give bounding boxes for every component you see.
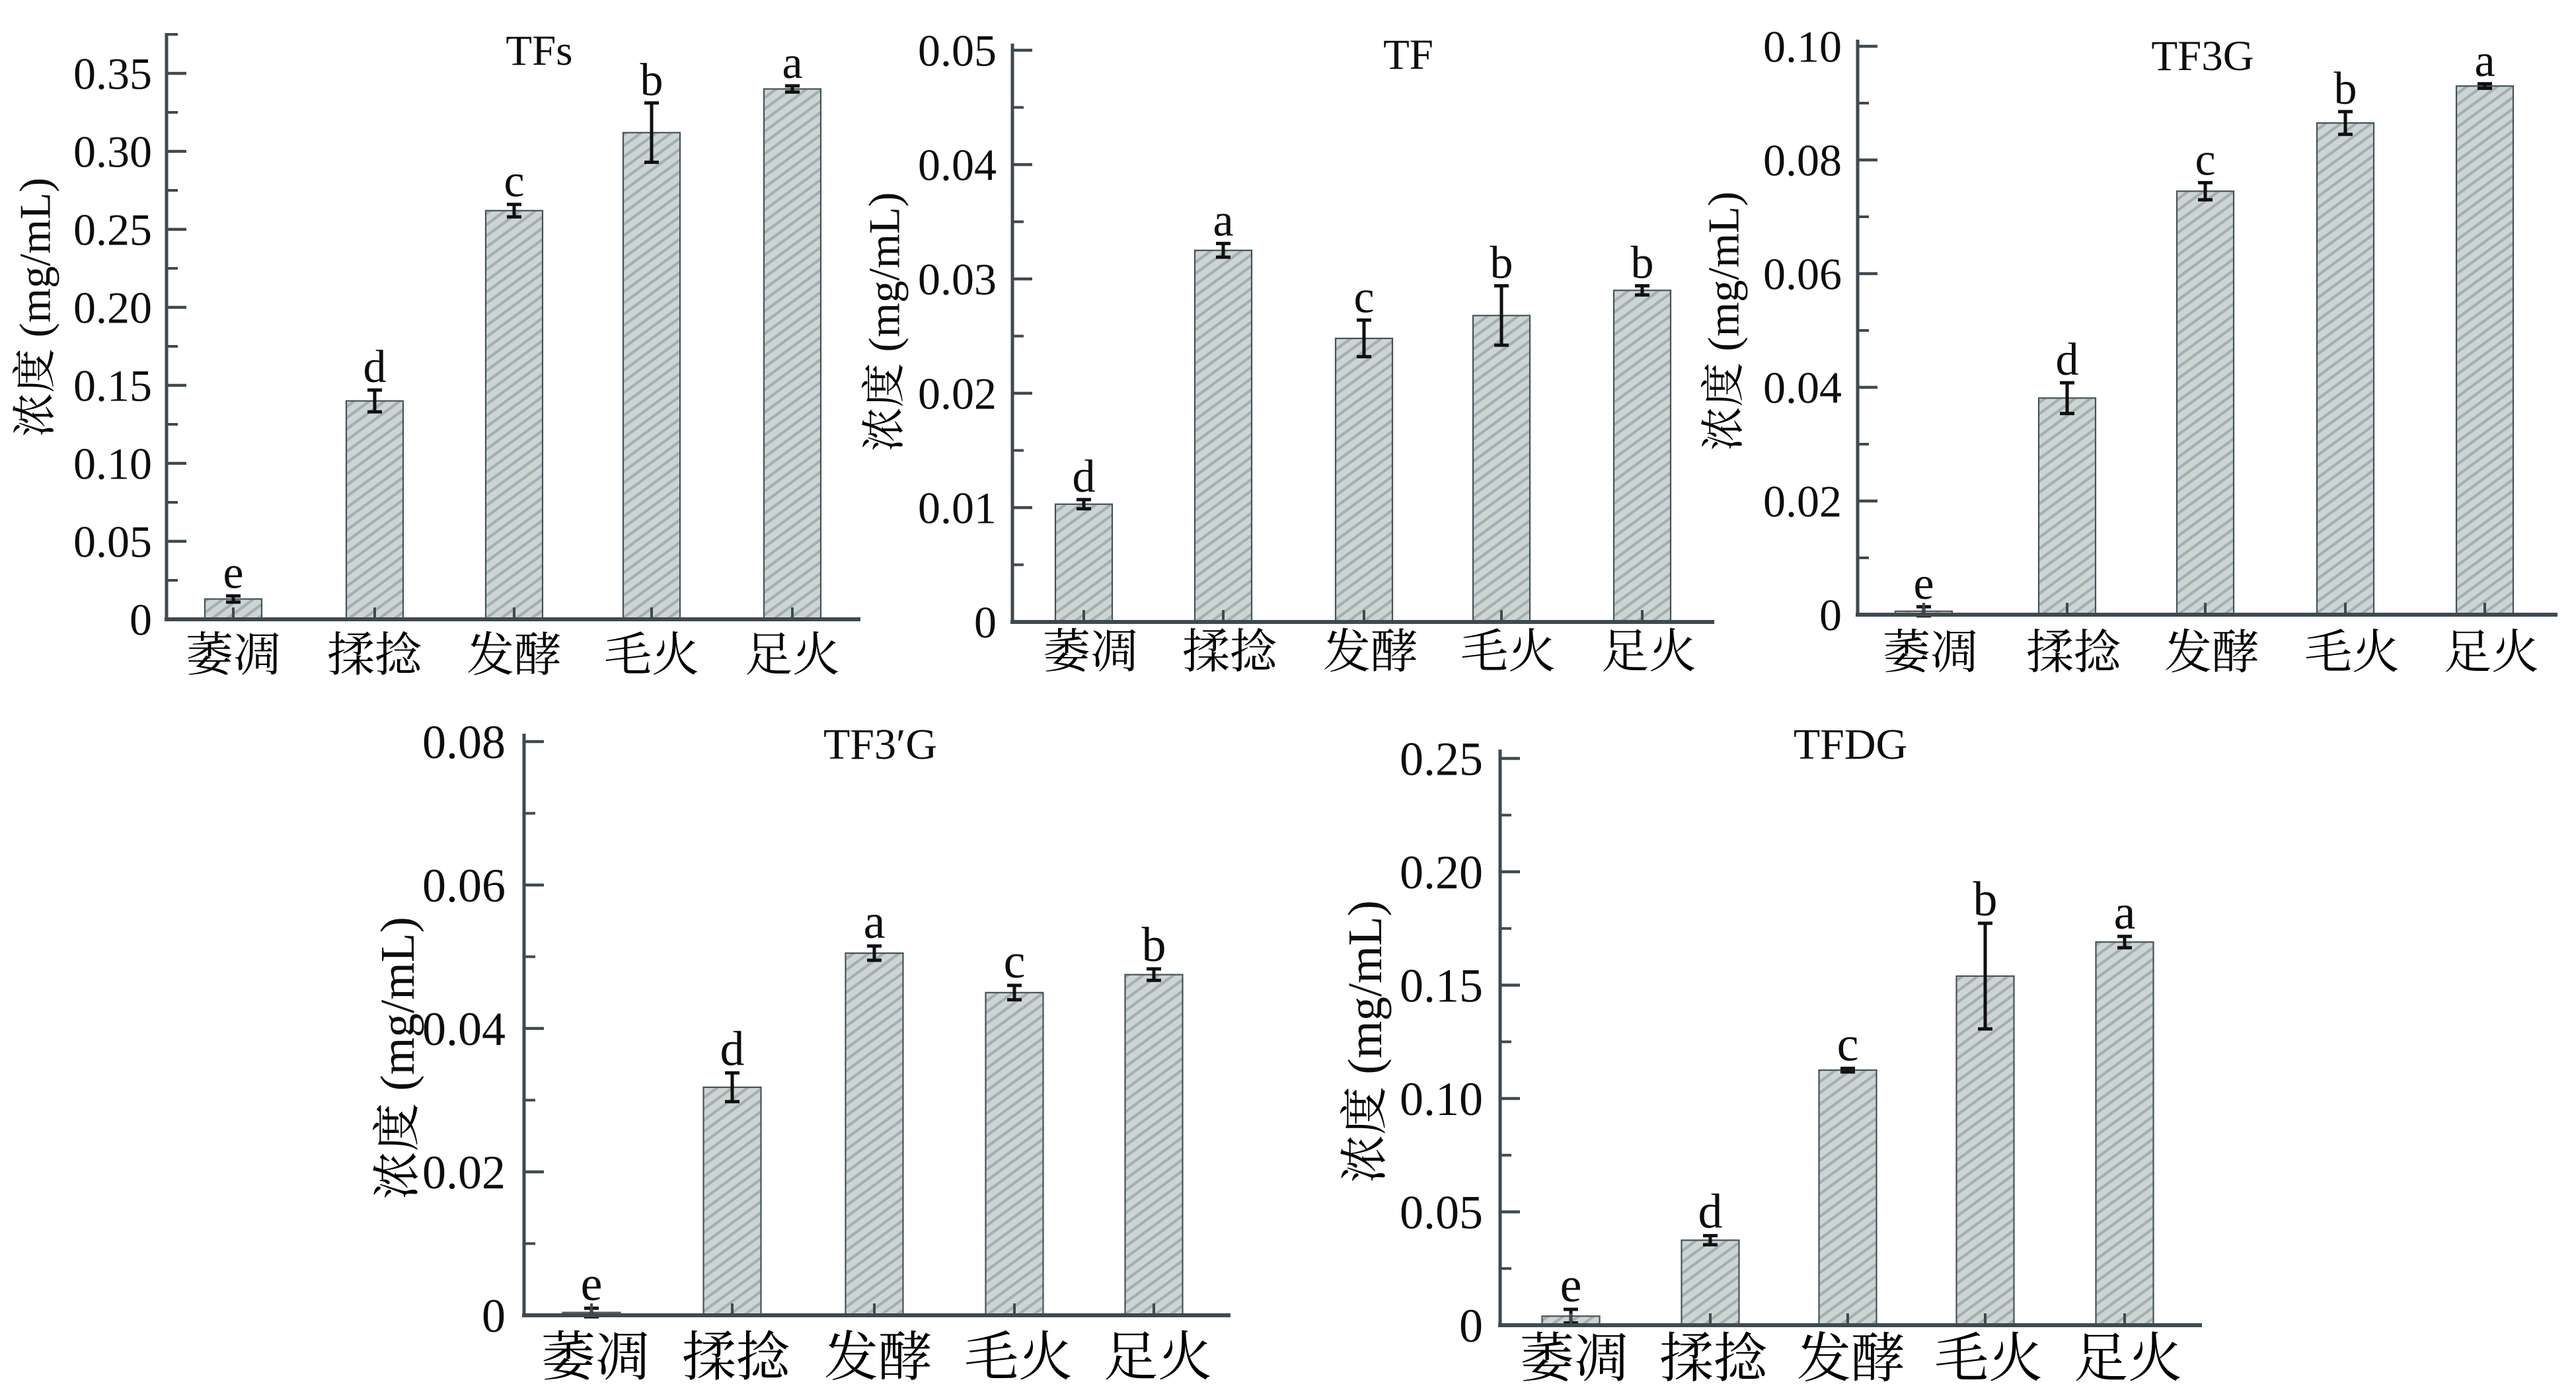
svg-text:0: 0 — [1459, 1299, 1483, 1352]
svg-text:0.08: 0.08 — [1763, 135, 1842, 186]
svg-text:0.15: 0.15 — [1400, 959, 1483, 1012]
svg-text:0.20: 0.20 — [1400, 846, 1483, 899]
svg-text:b: b — [640, 55, 663, 106]
svg-text:b: b — [1631, 237, 1654, 288]
svg-text:0.20: 0.20 — [73, 283, 152, 333]
svg-text:0.01: 0.01 — [918, 483, 997, 533]
svg-text:e: e — [223, 548, 243, 599]
svg-text:0.08: 0.08 — [422, 716, 506, 769]
svg-text:TF3G: TF3G — [2151, 32, 2254, 80]
svg-text:d: d — [363, 342, 387, 393]
svg-text:d: d — [1698, 1185, 1723, 1239]
svg-text:0.04: 0.04 — [918, 140, 997, 190]
svg-text:0.10: 0.10 — [73, 439, 152, 489]
svg-text:c: c — [2195, 134, 2215, 185]
svg-text:a: a — [864, 895, 886, 949]
svg-text:0.02: 0.02 — [1763, 477, 1842, 527]
svg-text:0.25: 0.25 — [1400, 732, 1483, 785]
svg-text:d: d — [2056, 334, 2079, 385]
svg-text:b: b — [1490, 237, 1513, 288]
svg-text:0.02: 0.02 — [918, 369, 997, 419]
svg-text:a: a — [2474, 36, 2495, 87]
svg-text:e: e — [1560, 1258, 1582, 1313]
svg-text:0.05: 0.05 — [73, 517, 152, 567]
svg-text:b: b — [2334, 63, 2357, 114]
svg-text:(mg/mL): (mg/mL) — [371, 917, 424, 1091]
svg-text:0: 0 — [130, 595, 152, 645]
svg-text:c: c — [1353, 272, 1374, 323]
svg-text:0.02: 0.02 — [422, 1146, 506, 1199]
svg-text:(mg/mL): (mg/mL) — [1700, 192, 1749, 352]
svg-text:0.06: 0.06 — [422, 859, 506, 912]
svg-text:0: 0 — [482, 1290, 506, 1342]
svg-text:c: c — [504, 156, 524, 207]
svg-text:b: b — [1142, 918, 1166, 972]
svg-text:0.35: 0.35 — [73, 49, 152, 99]
svg-text:0.10: 0.10 — [1763, 22, 1842, 72]
svg-text:TF3′G: TF3′G — [823, 720, 937, 769]
svg-text:0.15: 0.15 — [73, 361, 152, 411]
svg-text:TFDG: TFDG — [1794, 720, 1907, 769]
svg-text:0.30: 0.30 — [73, 127, 152, 177]
svg-text:0.03: 0.03 — [918, 254, 997, 305]
svg-text:0: 0 — [1819, 590, 1842, 640]
svg-text:e: e — [1913, 559, 1934, 609]
svg-text:(mg/mL): (mg/mL) — [1338, 900, 1392, 1075]
svg-text:(mg/mL): (mg/mL) — [860, 192, 909, 352]
svg-text:0.10: 0.10 — [1400, 1073, 1483, 1126]
svg-text:0.04: 0.04 — [1763, 363, 1842, 413]
svg-text:0: 0 — [974, 598, 997, 648]
svg-text:TFs: TFs — [506, 27, 572, 75]
svg-text:c: c — [1004, 935, 1026, 989]
svg-text:a: a — [782, 38, 802, 89]
svg-text:e: e — [581, 1257, 603, 1311]
svg-text:0.06: 0.06 — [1763, 249, 1842, 299]
svg-text:a: a — [2114, 886, 2136, 940]
svg-text:d: d — [1073, 451, 1096, 502]
svg-text:b: b — [1973, 872, 1998, 927]
svg-text:TF: TF — [1383, 31, 1433, 79]
svg-text:c: c — [1837, 1017, 1859, 1071]
svg-text:0.04: 0.04 — [422, 1003, 506, 1056]
svg-text:0.25: 0.25 — [73, 205, 152, 255]
svg-text:(mg/mL): (mg/mL) — [11, 178, 60, 338]
svg-text:0.05: 0.05 — [1400, 1186, 1483, 1239]
svg-text:d: d — [720, 1022, 745, 1076]
svg-text:a: a — [1213, 195, 1233, 246]
svg-text:0.05: 0.05 — [918, 26, 997, 76]
